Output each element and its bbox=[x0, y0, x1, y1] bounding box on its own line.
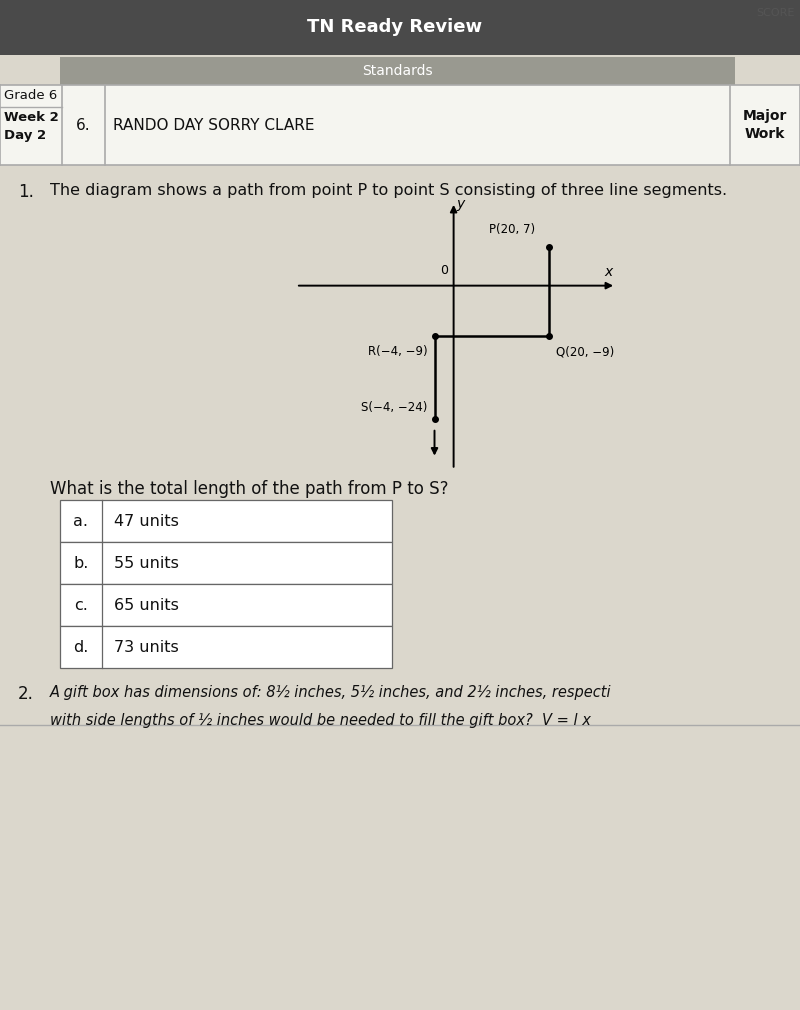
Bar bbox=[60, 500, 392, 542]
Text: 73 units: 73 units bbox=[114, 639, 178, 654]
Bar bbox=[0, 85, 800, 165]
Bar bbox=[0, 0, 800, 55]
Bar bbox=[60, 57, 735, 85]
Text: 47 units: 47 units bbox=[114, 513, 179, 528]
Text: The diagram shows a path from point P to point S consisting of three line segmen: The diagram shows a path from point P to… bbox=[50, 183, 727, 198]
Text: TN Ready Review: TN Ready Review bbox=[307, 18, 482, 36]
Text: y: y bbox=[457, 197, 465, 210]
Bar bbox=[60, 626, 392, 668]
Text: Q(20, −9): Q(20, −9) bbox=[556, 345, 614, 359]
Text: d.: d. bbox=[74, 639, 89, 654]
Text: c.: c. bbox=[74, 598, 88, 612]
Text: 1.: 1. bbox=[18, 183, 34, 201]
Text: 55 units: 55 units bbox=[114, 556, 179, 571]
Bar bbox=[60, 584, 392, 626]
Text: Major
Work: Major Work bbox=[743, 109, 787, 141]
Text: RANDO DAY SORRY CLARE: RANDO DAY SORRY CLARE bbox=[113, 117, 314, 132]
Text: SCORE: SCORE bbox=[756, 8, 794, 18]
Text: 6.: 6. bbox=[76, 117, 91, 132]
Text: A gift box has dimensions of: 8½ inches, 5½ inches, and 2½ inches, respecti: A gift box has dimensions of: 8½ inches,… bbox=[50, 685, 612, 700]
Text: P(20, 7): P(20, 7) bbox=[489, 222, 535, 235]
Text: R(−4, −9): R(−4, −9) bbox=[368, 345, 427, 359]
Text: b.: b. bbox=[74, 556, 89, 571]
Text: x: x bbox=[605, 265, 613, 279]
Bar bbox=[60, 542, 392, 584]
Text: with side lengths of ½ inches would be needed to fill the gift box?  V = l x: with side lengths of ½ inches would be n… bbox=[50, 713, 591, 728]
Text: Standards: Standards bbox=[362, 64, 432, 78]
Text: a.: a. bbox=[74, 513, 89, 528]
Text: S(−4, −24): S(−4, −24) bbox=[361, 401, 427, 414]
Text: Grade 6: Grade 6 bbox=[4, 89, 58, 102]
Text: Week 2
Day 2: Week 2 Day 2 bbox=[4, 111, 58, 142]
Text: 65 units: 65 units bbox=[114, 598, 179, 612]
Text: 0: 0 bbox=[440, 265, 448, 278]
Text: What is the total length of the path from P to S?: What is the total length of the path fro… bbox=[50, 480, 449, 498]
Text: 2.: 2. bbox=[18, 685, 34, 703]
